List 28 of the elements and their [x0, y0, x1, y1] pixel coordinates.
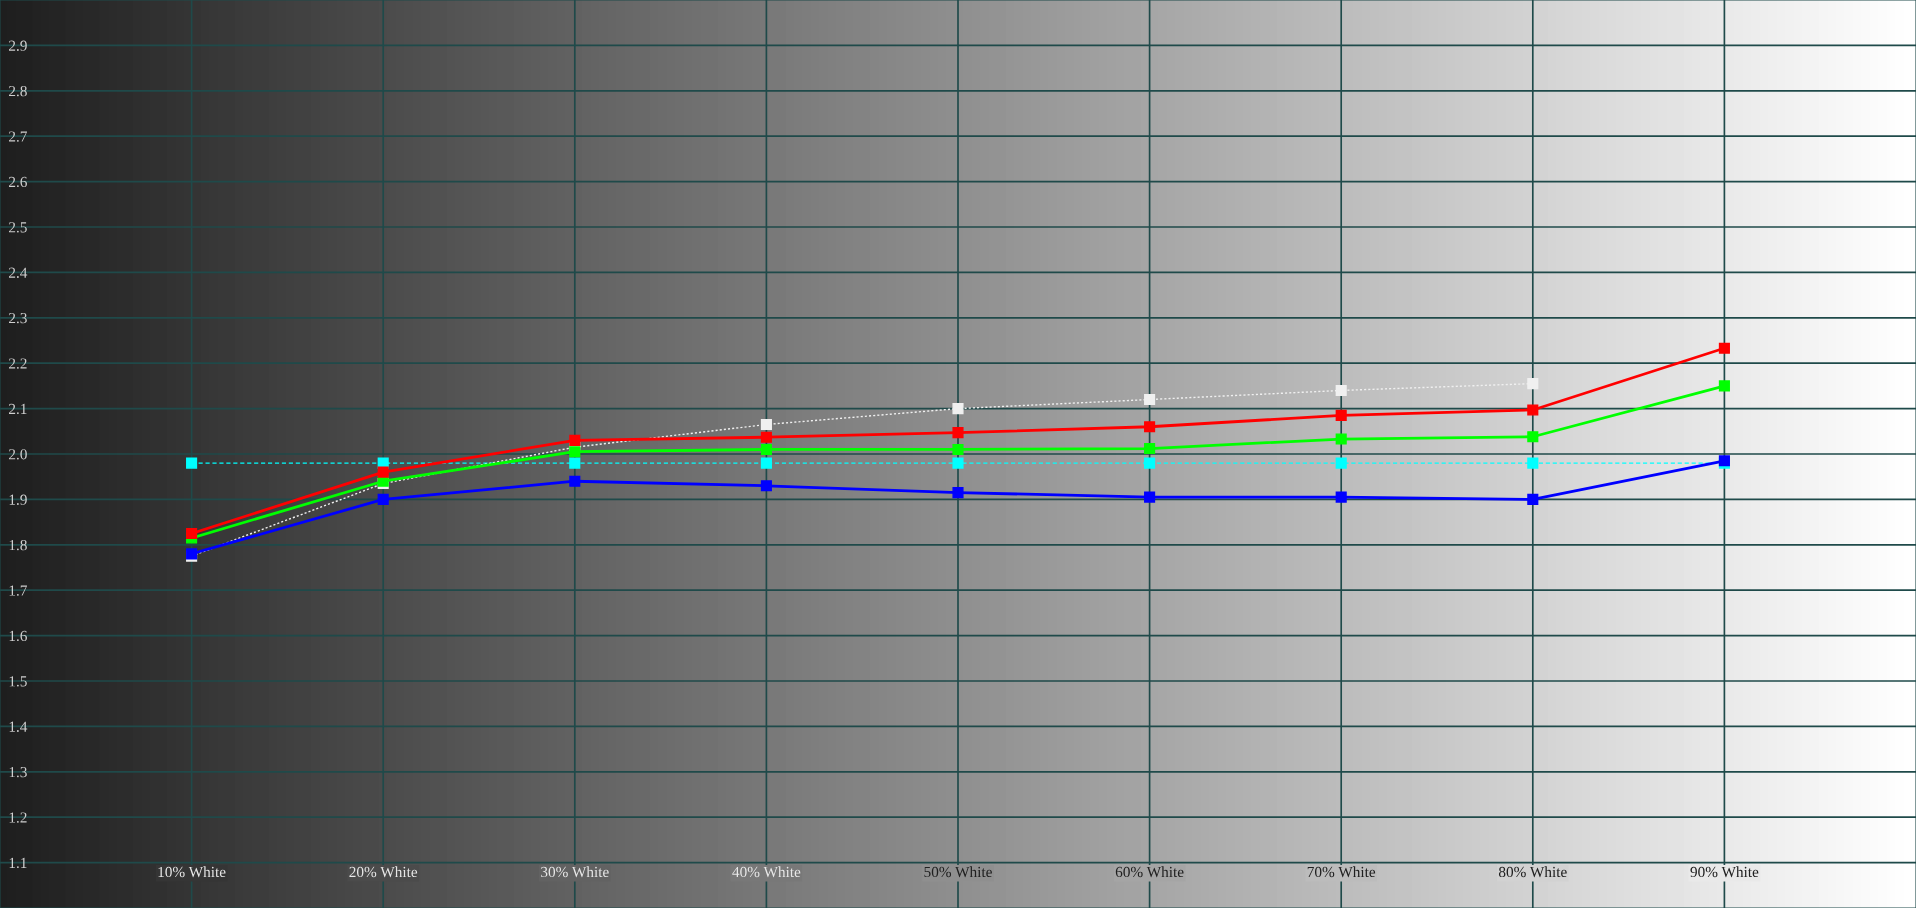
x-tick-label: 80% White	[1498, 866, 1567, 878]
y-tick-label: 1.3	[9, 766, 27, 778]
x-tick-label: 70% White	[1307, 866, 1376, 878]
y-tick-label: 2.2	[9, 358, 27, 369]
y-tick-label: 2.0	[9, 449, 27, 460]
y-tick-label: 2.8	[9, 85, 27, 97]
y-tick-label: 1.2	[9, 812, 27, 823]
y-tick-label: 1.4	[9, 721, 28, 732]
y-tick-label: 1.1	[9, 857, 27, 869]
y-tick-label: 1.6	[9, 630, 27, 642]
x-tick-label: 90% White	[1690, 866, 1759, 878]
x-tick-label: 60% White	[1115, 866, 1184, 878]
y-tick-label: 1.8	[9, 539, 27, 551]
y-tick-label: 2.5	[9, 222, 27, 233]
x-tick-label: 30% White	[541, 866, 609, 878]
y-tick-label: 1.7	[9, 585, 27, 596]
x-tick-label: 10% White	[158, 866, 226, 878]
x-tick-label: 40% White	[732, 866, 801, 878]
y-tick-label: 2.4	[9, 267, 28, 278]
y-tick-label: 2.1	[9, 403, 27, 415]
x-tick-label: 20% White	[349, 866, 418, 878]
y-tick-label: 2.9	[9, 40, 27, 51]
y-tick-label: 2.7	[9, 131, 27, 142]
y-tick-label: 1.5	[9, 676, 27, 687]
y-tick-label: 1.9	[9, 494, 27, 505]
y-tick-label: 2.6	[9, 176, 27, 188]
y-tick-label: 2.3	[9, 312, 27, 324]
x-tick-label: 50% White	[924, 866, 992, 878]
